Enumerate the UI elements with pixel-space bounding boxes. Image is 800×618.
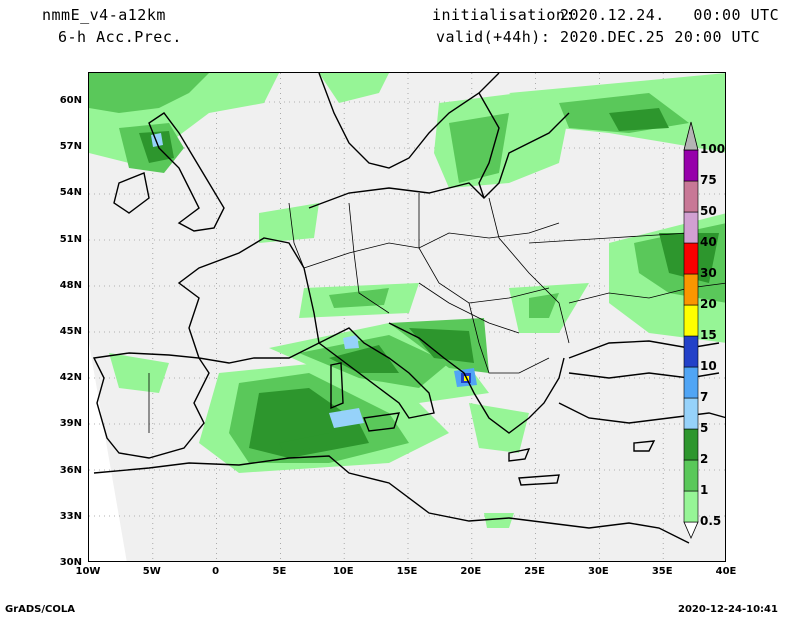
valid-label: valid(+44h):	[436, 28, 551, 46]
colorbar-level-label: 75	[700, 173, 717, 187]
lon-tick-label: 15E	[396, 566, 418, 577]
colorbar-level-label: 15	[700, 328, 717, 342]
lat-tick-label: 30N	[59, 557, 82, 568]
colorbar-level-label: 10	[700, 359, 717, 373]
lat-tick-label: 39N	[59, 418, 82, 430]
model-name: nmmE_v4-a12km	[42, 6, 166, 24]
colorbar-level-label: 100	[700, 142, 726, 156]
lon-tick-label: 25E	[524, 566, 545, 577]
init-value: 2020.12.24. 00:00 UTC	[560, 6, 780, 24]
precip-areas	[89, 73, 725, 528]
valid-value: 2020.DEC.25 20:00 UTC	[560, 28, 761, 46]
lon-tick-label: 20E	[460, 566, 482, 577]
borders	[148, 193, 725, 433]
lat-tick-label: 33N	[59, 510, 82, 522]
lat-tick-label: 45N	[59, 326, 82, 337]
coastlines	[92, 73, 725, 544]
colorbar-level-label: 7	[700, 390, 709, 404]
field-name: 6-h Acc.Prec.	[58, 28, 182, 46]
lon-tick-label: 35E	[651, 566, 673, 577]
lat-tick-label: 60N	[59, 95, 82, 106]
init-label: initialisation:	[432, 6, 575, 24]
lat-tick-label: 57N	[59, 141, 82, 153]
footer-timestamp: 2020-12-24-10:41	[678, 604, 778, 615]
lat-tick-label: 36N	[59, 464, 82, 476]
map-svg	[89, 73, 725, 561]
lon-tick-label: 10W	[75, 566, 101, 577]
colorbar-level-label: 20	[700, 297, 717, 311]
lon-tick-label: 10E	[332, 566, 354, 577]
lon-tick-label: 5E	[272, 566, 287, 577]
colorbar-level-label: 30	[700, 266, 717, 280]
colorbar-level-label: 40	[700, 235, 717, 249]
lon-tick-label: 30E	[588, 566, 609, 577]
lon-tick-label: 0	[212, 566, 220, 577]
colorbar-level-label: 50	[700, 204, 717, 218]
lon-tick-label: 5W	[142, 566, 161, 577]
colorbar-level-label: 0.5	[700, 514, 722, 528]
colorbar-level-label: 5	[700, 421, 709, 435]
colorbar-level-label: 2	[700, 452, 709, 466]
lon-tick-label: 40E	[715, 566, 737, 577]
lat-tick-label: 48N	[59, 279, 82, 291]
lat-tick-label: 51N	[59, 233, 82, 245]
model-domain	[89, 73, 725, 561]
footer-software: GrADS/COLA	[5, 604, 75, 615]
lat-tick-label: 54N	[59, 187, 82, 199]
lat-tick-label: 42N	[59, 372, 82, 384]
colorbar-level-label: 1	[700, 483, 709, 497]
precipitation-map	[88, 72, 726, 562]
